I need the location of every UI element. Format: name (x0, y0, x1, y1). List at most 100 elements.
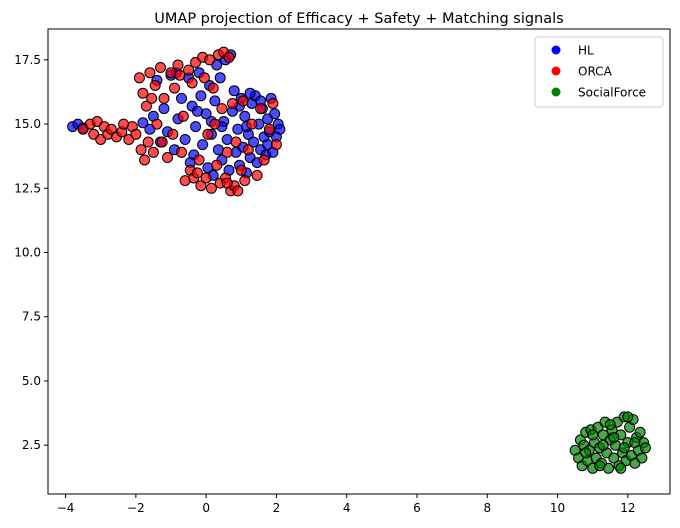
data-point (270, 139, 282, 151)
data-point (195, 90, 207, 102)
data-point (223, 51, 235, 63)
data-point (622, 411, 634, 423)
data-point (604, 419, 616, 431)
data-point (634, 426, 646, 438)
x-tick-label: 8 (483, 501, 491, 515)
x-tick-label: 12 (620, 501, 635, 515)
chart-title: UMAP projection of Efficacy + Safety + M… (154, 11, 563, 27)
data-point (139, 154, 151, 166)
data-point (230, 136, 242, 148)
data-point (209, 95, 221, 107)
data-point (158, 92, 170, 104)
data-point (258, 154, 270, 166)
y-tick-label: 15.0 (14, 117, 41, 131)
data-point (167, 128, 179, 140)
data-point (176, 146, 187, 158)
data-point (214, 72, 226, 84)
legend-label-orca: ORCA (578, 65, 613, 79)
legend-marker-orca (551, 66, 561, 76)
y-tick-label: 2.5 (22, 438, 41, 452)
data-point (190, 121, 202, 133)
y-tick-label: 5.0 (22, 374, 41, 388)
series-orca (77, 46, 282, 197)
data-point (155, 62, 166, 73)
data-point (269, 108, 281, 120)
data-point (197, 139, 209, 151)
x-tick-label: 6 (413, 501, 421, 515)
data-point (232, 185, 244, 197)
data-point (209, 118, 221, 130)
y-tick-label: 10.0 (14, 246, 41, 260)
data-point (130, 128, 142, 140)
data-point (608, 452, 620, 464)
x-tick-label: 10 (550, 501, 565, 515)
data-point (195, 180, 207, 192)
data-point (118, 118, 130, 130)
axes-layer: −4 −2 0 2 4 6 8 10 12 2.5 5.0 7.5 10.0 12.5 15.0 17.5 (14, 53, 635, 515)
data-point (248, 136, 260, 148)
data-point (149, 80, 161, 91)
legend-marker-socialforce (551, 87, 561, 97)
y-tick-label: 12.5 (14, 181, 41, 195)
data-point (251, 169, 263, 181)
legend-label-hl: HL (578, 44, 594, 58)
data-point (594, 460, 606, 472)
data-point (169, 82, 180, 94)
data-point (162, 152, 173, 163)
data-point (216, 103, 228, 115)
series-socialforce (569, 411, 651, 474)
data-point (137, 87, 149, 99)
x-tick-label: 4 (343, 501, 351, 515)
data-point (267, 98, 279, 109)
data-point (639, 442, 651, 454)
legend: HL ORCA SocialForce (534, 36, 664, 108)
data-point (239, 175, 251, 187)
data-point (629, 437, 641, 449)
data-point (144, 67, 156, 79)
data-point (177, 110, 189, 122)
data-point (193, 154, 205, 166)
data-point (191, 105, 203, 117)
x-tick-label: −2 (127, 501, 145, 515)
data-point (202, 128, 214, 140)
legend-box (534, 36, 664, 108)
data-point (618, 442, 630, 454)
x-tick-label: 0 (202, 501, 210, 515)
data-point (186, 77, 198, 89)
data-point (221, 146, 233, 158)
data-point (205, 182, 217, 194)
data-point (211, 159, 223, 171)
data-point (608, 432, 620, 443)
data-point (228, 85, 240, 97)
data-point (237, 95, 249, 107)
data-point (179, 134, 191, 145)
data-point (246, 118, 258, 130)
data-point (156, 136, 168, 148)
x-tick-label: 2 (273, 501, 281, 515)
legend-label-socialforce: SocialForce (578, 86, 646, 100)
data-point (274, 123, 286, 135)
data-point (636, 452, 648, 464)
data-point (580, 447, 592, 459)
legend-marker-hl (551, 45, 561, 55)
data-point (198, 72, 210, 84)
data-point (133, 72, 145, 84)
x-tick-label: −4 (57, 501, 75, 515)
data-point (200, 172, 212, 184)
data-point (174, 69, 186, 81)
data-point (227, 98, 238, 109)
data-point (176, 92, 187, 104)
points-layer (67, 46, 651, 474)
data-point (615, 462, 627, 474)
data-point (263, 123, 275, 135)
data-point (142, 136, 154, 148)
data-point (135, 144, 147, 156)
data-point (204, 54, 216, 66)
data-point (140, 100, 152, 112)
y-tick-label: 7.5 (22, 310, 41, 324)
data-point (172, 59, 184, 71)
data-point (244, 87, 256, 99)
data-point (221, 177, 233, 189)
data-point (158, 103, 170, 115)
